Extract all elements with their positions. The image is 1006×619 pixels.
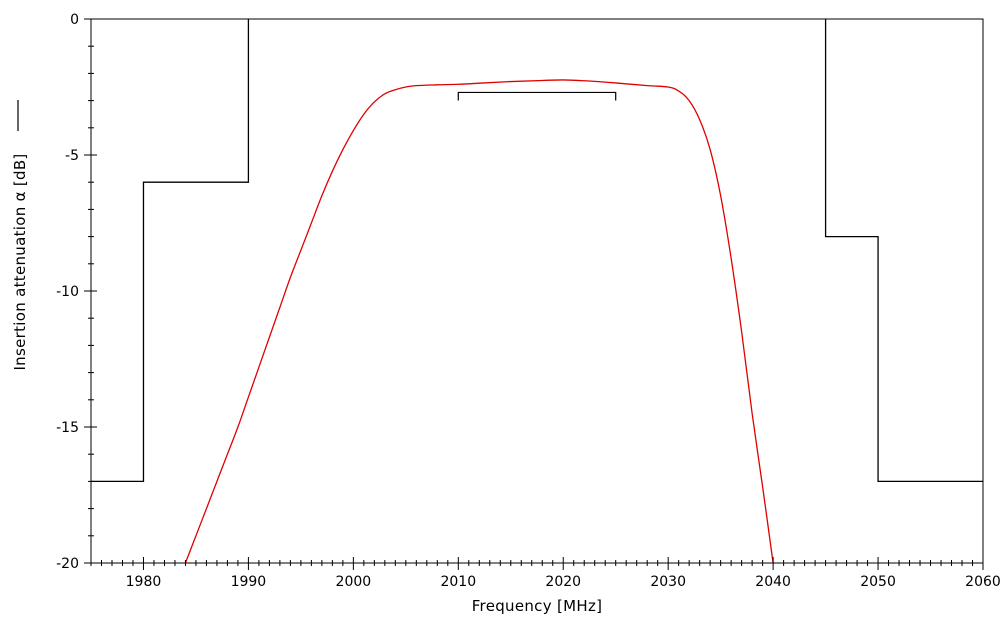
x-tick-label: 2050 <box>860 574 896 590</box>
passband-bracket-0 <box>457 91 617 101</box>
labels-group: Frequency [MHz] Insertion attenuation α … <box>11 153 602 615</box>
y-tick-label: -15 <box>56 420 79 436</box>
x-tick-label: 1980 <box>126 574 162 590</box>
y-tick-label: 0 <box>70 12 79 28</box>
plot-frame <box>90 18 984 564</box>
x-tick-label: 2030 <box>650 574 686 590</box>
y-tick-label: -20 <box>56 556 79 572</box>
x-tick-label: 2000 <box>336 574 372 590</box>
response-curve-0 <box>184 79 774 564</box>
mask-upper-stopband <box>824 19 983 483</box>
mask-group <box>91 19 983 483</box>
x-axis-label: Frequency [MHz] <box>472 597 603 615</box>
mask-lower-stopband <box>91 19 250 483</box>
y-axis-label: Insertion attenuation α [dB] <box>11 153 29 370</box>
y-tick-label: -5 <box>65 148 79 164</box>
annotation-group <box>457 91 617 101</box>
x-tick-label: 2010 <box>440 574 476 590</box>
x-tick-label: 2020 <box>545 574 581 590</box>
x-tick-label: 2060 <box>965 574 1001 590</box>
plot-frame-group <box>90 18 984 564</box>
response-group <box>184 79 774 564</box>
x-tick-label: 2040 <box>755 574 791 590</box>
y-tick-label: -10 <box>56 284 79 300</box>
x-tick-label: 1990 <box>231 574 267 590</box>
axes-group: 1980 1990 2000 2010 2020 2030 2040 2050 2060 0 -5 -… <box>17 12 1001 590</box>
